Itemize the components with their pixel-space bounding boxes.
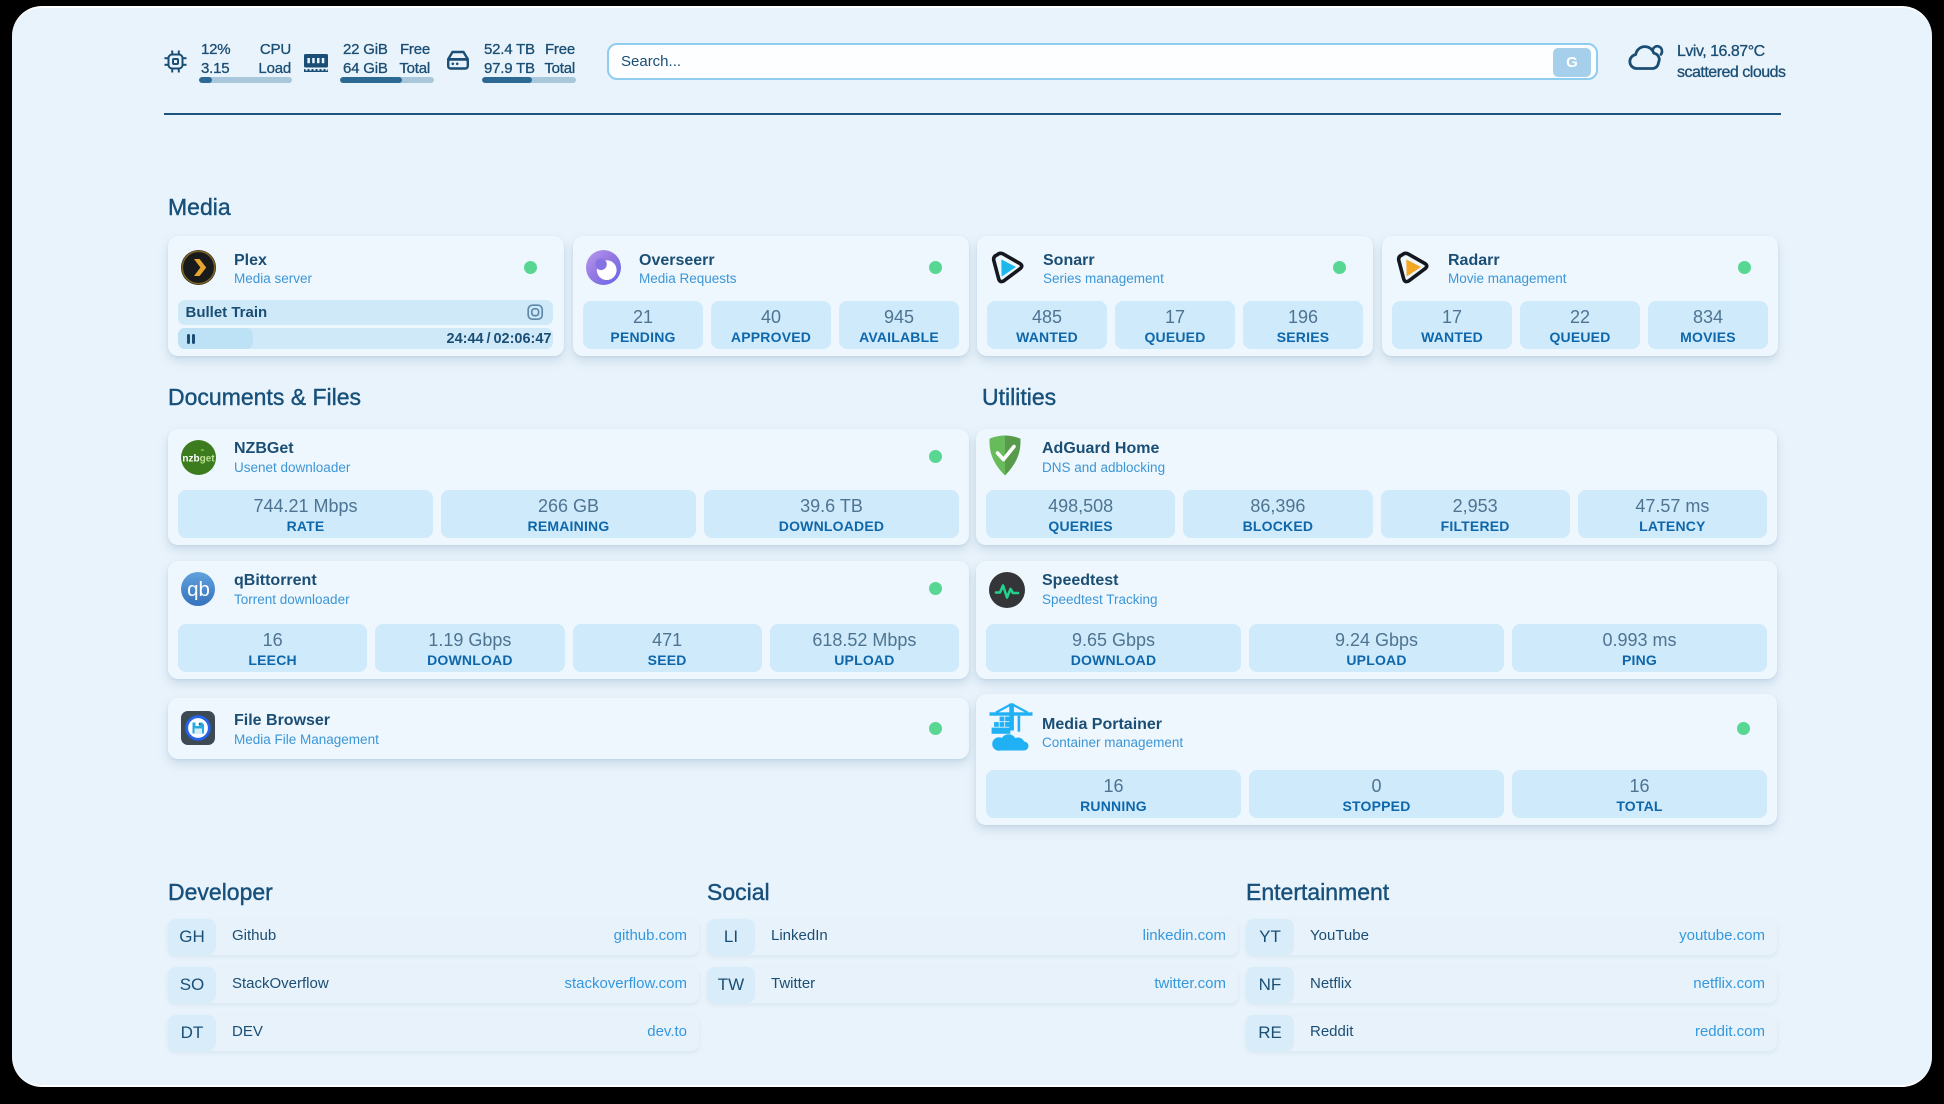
svg-text:qb: qb	[187, 578, 210, 601]
svg-text:nzbget: nzbget	[182, 453, 215, 464]
